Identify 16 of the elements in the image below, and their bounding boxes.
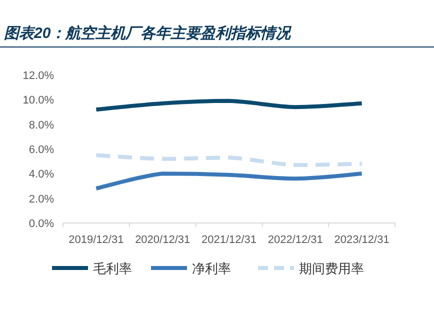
xtick: 2023/12/31 <box>334 234 390 246</box>
title: 图表20：航空主机厂各年主要盈利指标情况 <box>4 25 291 42</box>
ytick: 8.0% <box>28 119 54 132</box>
legend-label: 毛利率 <box>93 261 132 276</box>
legend-label: 期间费用率 <box>299 261 364 276</box>
xtick: 2019/12/31 <box>68 234 124 246</box>
ytick: 0.0% <box>28 218 54 230</box>
legend-label: 净利率 <box>192 261 231 276</box>
ytick: 6.0% <box>28 144 54 156</box>
xtick: 2020/12/31 <box>135 234 190 246</box>
ytick: 4.0% <box>28 168 54 181</box>
xtick: 2022/12/31 <box>268 234 323 246</box>
ytick: 12.0% <box>22 70 54 82</box>
ytick: 2.0% <box>28 193 54 206</box>
xtick: 2021/12/31 <box>201 234 257 246</box>
ytick: 10.0% <box>22 94 54 107</box>
